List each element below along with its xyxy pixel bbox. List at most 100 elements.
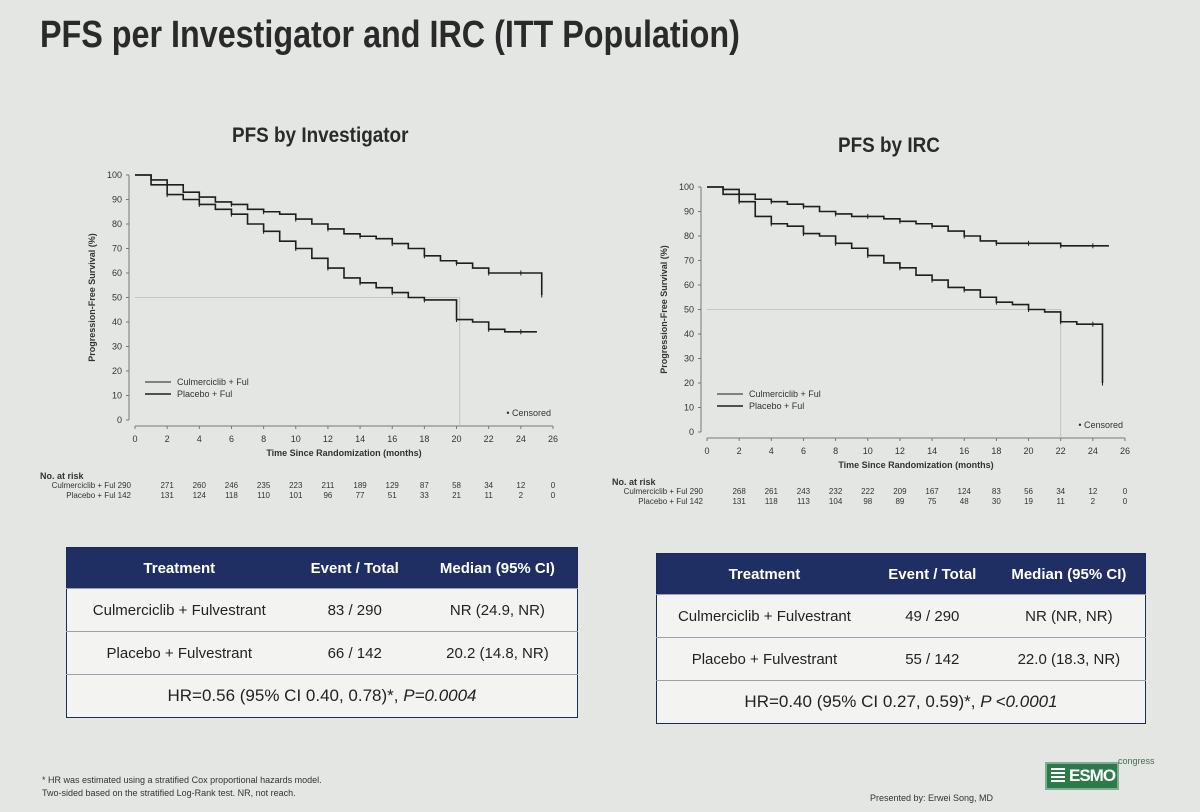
- risk-cell: 222: [861, 487, 875, 496]
- x-axis-title: Time Since Randomization (months): [266, 448, 421, 458]
- series-line: [135, 174, 537, 333]
- series-line: [135, 174, 543, 296]
- legend-label: Placebo + Ful: [749, 401, 804, 411]
- risk-cell: 77: [355, 491, 365, 500]
- y-tick-label: 30: [684, 354, 694, 364]
- y-tick-label: 80: [112, 219, 122, 229]
- header-treatment: Treatment: [656, 553, 872, 595]
- risk-row: Placebo + Ful 142 131 118 113 104 98 89 75 48 30 1…: [612, 497, 1172, 507]
- risk-cell: 34: [484, 481, 494, 490]
- chart-title-irc: PFS by IRC: [838, 134, 940, 157]
- x-tick-label: 0: [132, 434, 137, 444]
- p-value: P <0.0001: [980, 692, 1058, 711]
- table-row: Placebo + Fulvestrant 55 / 142 22.0 (18.…: [656, 637, 1146, 681]
- footnote-line: * HR was estimated using a stratified Co…: [42, 775, 322, 785]
- x-tick-label: 22: [484, 434, 494, 444]
- esmo-logo: ESMO: [1045, 762, 1119, 790]
- legend-label: Culmerciclib + Ful: [177, 377, 249, 387]
- y-tick-label: 10: [684, 403, 694, 413]
- y-tick-label: 50: [684, 305, 694, 315]
- y-tick-label: 60: [684, 280, 694, 290]
- risk-row-label: Placebo + Ful 142: [66, 491, 131, 500]
- legend-label: Placebo + Ful: [177, 389, 232, 399]
- y-tick-label: 10: [112, 391, 122, 401]
- risk-cell: 75: [927, 497, 937, 506]
- footnote: * HR was estimated using a stratified Co…: [42, 774, 322, 800]
- x-tick-label: 4: [197, 434, 202, 444]
- x-tick-label: 8: [261, 434, 266, 444]
- results-table-investigator: Treatment Event / Total Median (95% CI) …: [66, 547, 578, 718]
- risk-table-investigator: No. at risk Culmerciclib + Ful 290 271 260 2…: [40, 471, 600, 511]
- x-tick-label: 14: [355, 434, 365, 444]
- x-tick-label: 12: [895, 446, 905, 456]
- risk-cell: 12: [516, 481, 526, 490]
- risk-cell: 235: [256, 481, 271, 490]
- chart-title-investigator: PFS by Investigator: [232, 124, 409, 147]
- risk-cell: 110: [257, 491, 270, 500]
- footnote-line: Two-sided based on the stratified Log-Ra…: [42, 788, 296, 798]
- x-tick-label: 26: [1120, 446, 1130, 456]
- table-cell: Placebo + Fulvestrant: [66, 631, 292, 675]
- risk-cell: 21: [452, 491, 461, 500]
- risk-cell: 98: [863, 497, 873, 506]
- x-tick-label: 20: [1024, 446, 1034, 456]
- risk-cell: 0: [1122, 497, 1128, 506]
- risk-row-label: Culmerciclib + Ful 290: [623, 487, 703, 496]
- risk-cell: 167: [925, 487, 939, 496]
- table-cell: 83 / 290: [291, 588, 418, 632]
- risk-cell: 0: [550, 491, 556, 500]
- risk-cell: 189: [353, 481, 367, 490]
- risk-cell: 96: [323, 491, 333, 500]
- y-tick-label: 90: [112, 195, 122, 205]
- slide-title: PFS per Investigator and IRC (ITT Popula…: [40, 14, 740, 56]
- table-cell: 66 / 142: [291, 631, 418, 675]
- y-tick-label: 50: [112, 293, 122, 303]
- x-tick-label: 24: [516, 434, 526, 444]
- x-tick-label: 12: [323, 434, 333, 444]
- y-tick-label: 90: [684, 207, 694, 217]
- y-tick-label: 40: [684, 329, 694, 339]
- table-cell: Placebo + Fulvestrant: [656, 637, 872, 681]
- table-cell: 55 / 142: [871, 637, 993, 681]
- risk-cell: 19: [1024, 497, 1033, 506]
- risk-cell: 58: [452, 481, 461, 490]
- x-tick-label: 24: [1088, 446, 1098, 456]
- x-tick-label: 2: [165, 434, 170, 444]
- header-median: Median (95% CI): [417, 547, 578, 589]
- results-table-irc: Treatment Event / Total Median (95% CI) …: [656, 553, 1146, 724]
- risk-cell: 131: [160, 491, 174, 500]
- risk-row: Placebo + Ful 142 131 124 118 110 101 96 77 51 33…: [40, 491, 600, 501]
- table-cell: Culmerciclib + Fulvestrant: [66, 588, 292, 632]
- risk-cell: 268: [732, 487, 746, 496]
- series-line: [707, 186, 1104, 383]
- x-tick-label: 8: [833, 446, 838, 456]
- x-tick-label: 6: [229, 434, 234, 444]
- header-event-total: Event / Total: [291, 547, 418, 589]
- risk-cell: 33: [419, 491, 429, 500]
- header-median: Median (95% CI): [992, 553, 1146, 595]
- x-axis-title: Time Since Randomization (months): [838, 460, 993, 470]
- risk-cell: 261: [764, 487, 778, 496]
- risk-cell: 124: [957, 487, 971, 496]
- censored-legend: • Censored: [1078, 420, 1123, 430]
- hazard-ratio-row: HR=0.40 (95% CI 0.27, 0.59)*, P <0.0001: [656, 680, 1146, 724]
- risk-cell: 83: [991, 487, 1001, 496]
- risk-row: Culmerciclib + Ful 290 271 260 246 235 223 211…: [40, 481, 600, 491]
- risk-cell: 131: [732, 497, 746, 506]
- table-row: Culmerciclib + Fulvestrant 49 / 290 NR (…: [656, 594, 1146, 638]
- x-tick-label: 22: [1056, 446, 1066, 456]
- table-header-row: Treatment Event / Total Median (95% CI): [656, 553, 1146, 595]
- presenter-credit: Presented by: Erwei Song, MD: [870, 793, 994, 803]
- table-cell: NR (24.9, NR): [417, 588, 578, 632]
- y-tick-label: 60: [112, 268, 122, 278]
- logo-suffix: congress: [1118, 756, 1155, 766]
- table-cell: Culmerciclib + Fulvestrant: [656, 594, 872, 638]
- risk-title: No. at risk: [40, 471, 84, 481]
- risk-row-label: Culmerciclib + Ful 290: [51, 481, 131, 490]
- risk-cell: 124: [192, 491, 206, 500]
- y-tick-label: 30: [112, 342, 122, 352]
- x-tick-label: 16: [387, 434, 397, 444]
- y-tick-label: 20: [684, 378, 694, 388]
